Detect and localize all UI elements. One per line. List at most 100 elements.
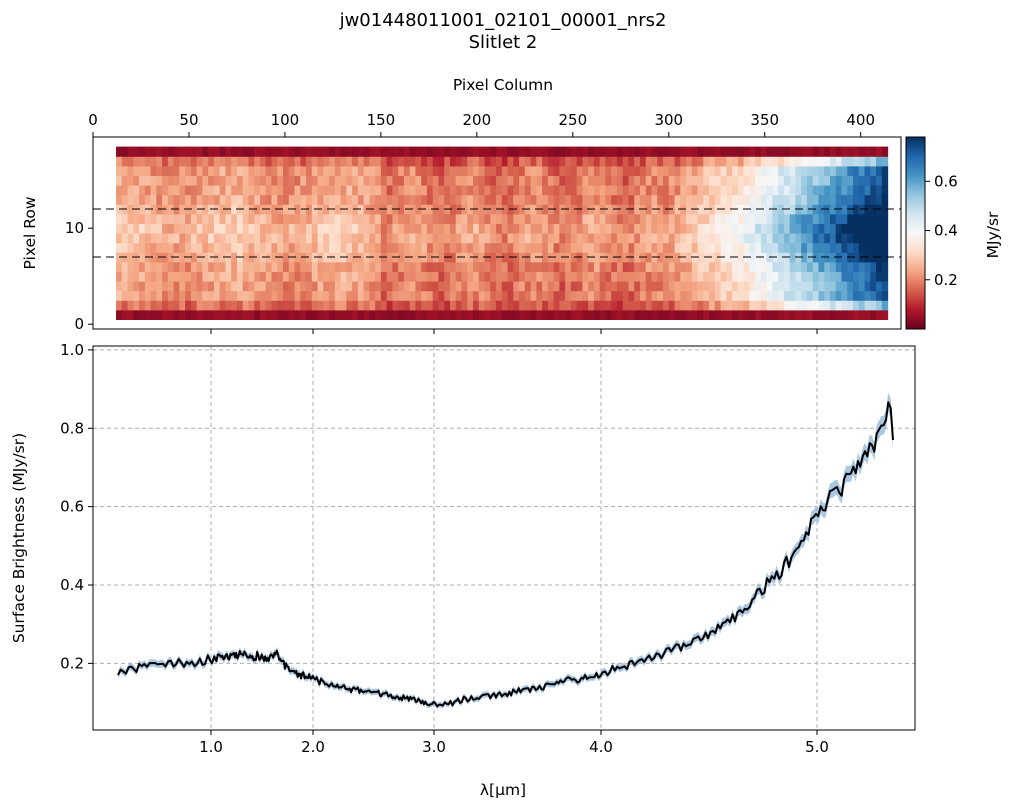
heatmap-cell (363, 156, 370, 167)
heatmap-cell (553, 175, 560, 186)
heatmap-cell (553, 213, 560, 224)
heatmap-cell (812, 281, 820, 292)
heatmap-cell (357, 156, 365, 167)
heatmap-cell (334, 156, 342, 167)
heatmap-cell (714, 281, 722, 292)
heatmap-cell (622, 185, 630, 196)
heatmap-cell (783, 146, 791, 157)
heatmap-cell (317, 309, 324, 320)
heatmap-cell (346, 300, 353, 311)
heatmap-cell (766, 165, 774, 176)
heatmap-cell (196, 165, 203, 176)
heatmap-cell (329, 309, 336, 320)
heatmap-cell (213, 300, 221, 311)
heatmap-cell (593, 204, 601, 215)
heatmap-cell (248, 271, 255, 282)
heatmap-cell (651, 156, 658, 167)
heatmap-cell (697, 252, 704, 263)
heatmap-cell (749, 271, 756, 282)
heatmap-cell (444, 233, 451, 244)
heatmap-cell (409, 194, 417, 205)
heatmap-cell (306, 233, 313, 244)
heatmap-cell (835, 185, 843, 196)
heatmap-cell (363, 281, 370, 292)
heatmap-cell (369, 194, 376, 205)
heatmap-cell (254, 271, 261, 282)
heatmap-cell (196, 175, 203, 186)
heatmap-cell (167, 223, 175, 234)
heatmap-cell (732, 146, 739, 157)
heatmap-cell (461, 175, 468, 186)
heatmap-cell (576, 194, 584, 205)
heatmap-cell (663, 146, 670, 157)
heatmap-cell (507, 261, 514, 272)
heatmap-cell (444, 185, 451, 196)
heatmap-cell (213, 175, 221, 186)
heatmap-cell (306, 290, 313, 301)
heatmap-cell (426, 223, 434, 234)
heatmap-cell (185, 146, 192, 157)
heatmap-cell (611, 290, 618, 301)
heatmap-cell (847, 146, 854, 157)
heatmap-cell (167, 146, 175, 157)
heatmap-cell (219, 271, 227, 282)
heatmap-cell (789, 165, 797, 176)
heatmap-cell (179, 261, 186, 272)
heatmap-cell (294, 156, 301, 167)
heatmap-cell (248, 146, 255, 157)
heatmap-cell (576, 223, 584, 234)
heatmap-cell (259, 290, 267, 301)
heatmap-cell (213, 194, 221, 205)
heatmap-cell (847, 175, 854, 186)
heatmap-cell (369, 242, 376, 253)
heatmap-cell (605, 233, 612, 244)
heatmap-cell (870, 175, 877, 186)
heatmap-cell (490, 146, 497, 157)
heatmap-cell (657, 252, 664, 263)
heatmap-cell (323, 281, 330, 292)
heatmap-cell (271, 146, 278, 157)
heatmap-cell (507, 281, 514, 292)
heatmap-cell (150, 146, 157, 157)
heatmap-cell (426, 156, 434, 167)
heatmap-cell (179, 309, 186, 320)
heatmap-cell (513, 194, 520, 205)
heatmap-cell (225, 309, 232, 320)
heatmap-cell (720, 146, 727, 157)
heatmap-cell (853, 242, 860, 253)
heatmap-cell (162, 271, 169, 282)
heatmap-cell (323, 290, 330, 301)
heatmap-cell (432, 213, 440, 224)
heatmap-cell (645, 290, 653, 301)
spectrum-ytick-label: 1.0 (60, 341, 84, 359)
heatmap-cell (311, 300, 319, 311)
heatmap-cell (334, 261, 342, 272)
heatmap-cell (812, 290, 820, 301)
heatmap-cell (294, 146, 301, 157)
heatmap-cell (116, 213, 123, 224)
heatmap-cell (271, 281, 278, 292)
heatmap-cell (409, 146, 417, 157)
heatmap-cell (593, 290, 601, 301)
heatmap-cell (213, 146, 221, 157)
heatmap-cell (542, 300, 549, 311)
heatmap-cell (208, 185, 215, 196)
heatmap-cell (588, 146, 595, 157)
heatmap-cell (167, 300, 175, 311)
heatmap-cell (248, 281, 255, 292)
heatmap-cell (674, 290, 681, 301)
heatmap-cell (369, 175, 376, 186)
heatmap-cell (593, 156, 601, 167)
heatmap-cell (254, 252, 261, 263)
heatmap-cell (737, 261, 745, 272)
heatmap-cell (812, 146, 820, 157)
heatmap-cell (559, 271, 566, 282)
heatmap-cell (634, 146, 641, 157)
heatmap-cell (259, 194, 267, 205)
heatmap-cell (311, 271, 319, 282)
heatmap-cell (605, 300, 612, 311)
heatmap-cell (133, 223, 140, 234)
heatmap-cell (530, 252, 537, 263)
heatmap-cell (317, 281, 324, 292)
